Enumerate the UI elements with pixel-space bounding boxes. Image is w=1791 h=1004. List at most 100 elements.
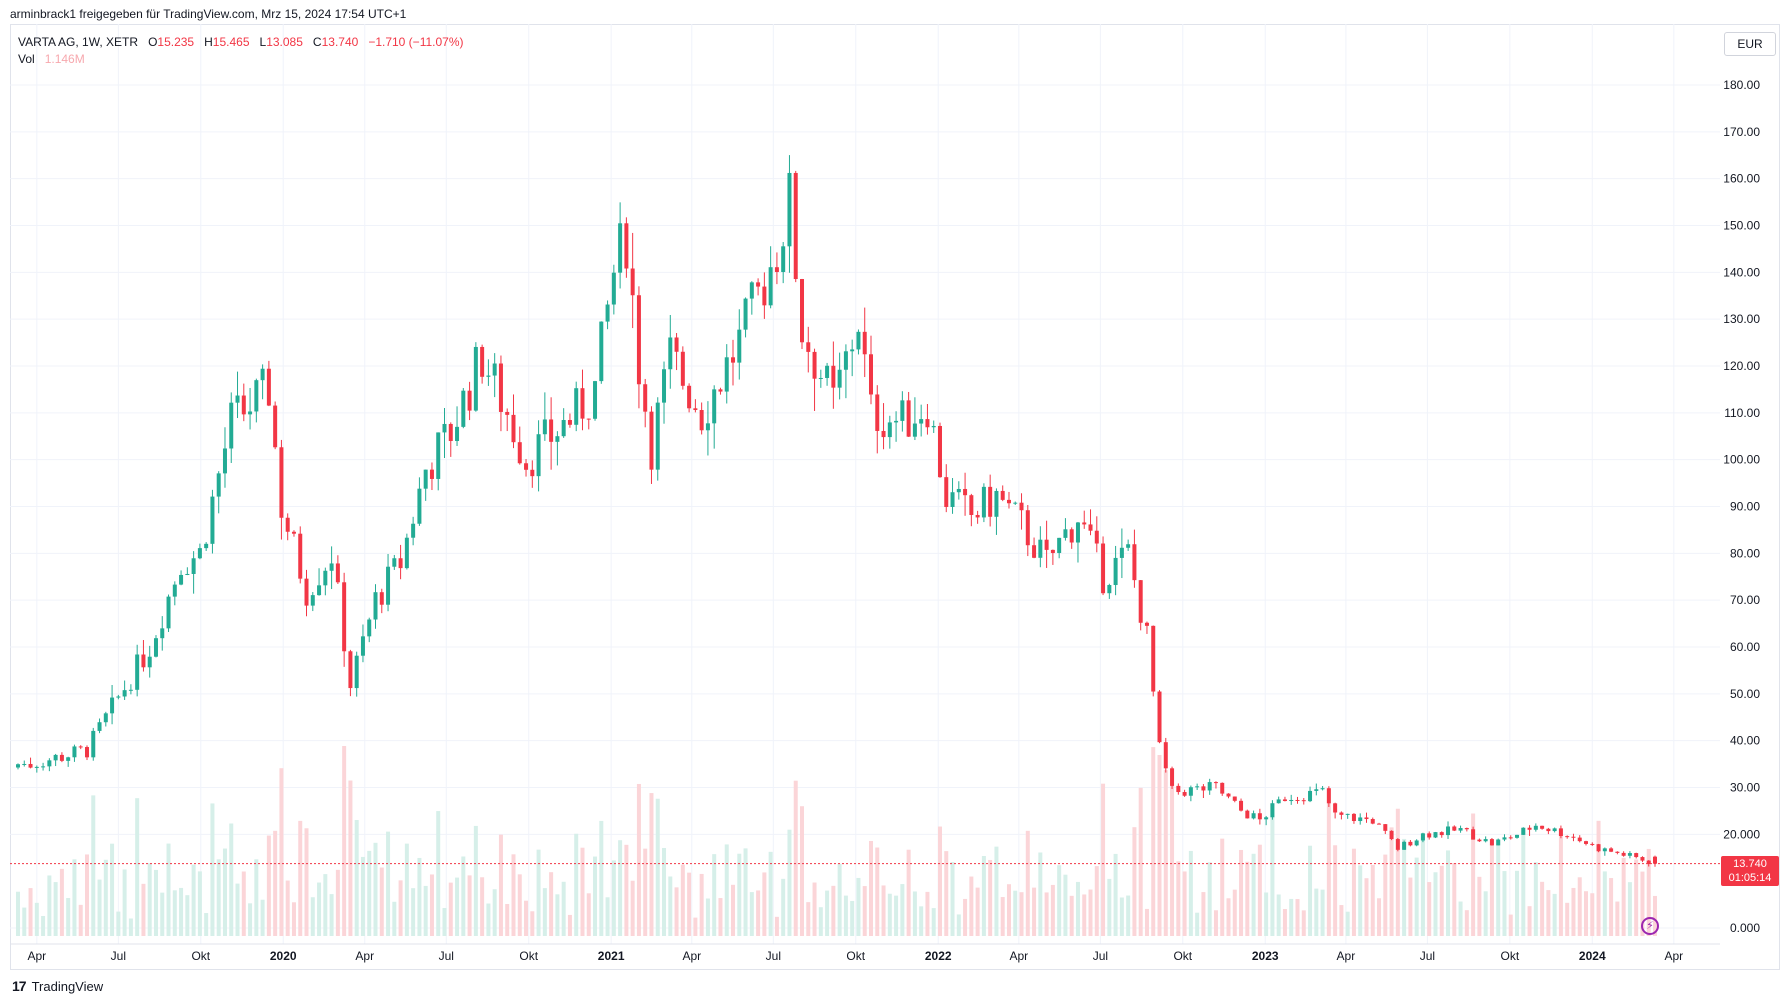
candle-body bbox=[718, 389, 723, 392]
volume-bar bbox=[1634, 859, 1639, 936]
candle-body bbox=[1132, 544, 1137, 581]
volume-bar bbox=[191, 864, 196, 936]
volume-bar bbox=[1383, 854, 1388, 936]
candle-body bbox=[693, 408, 698, 411]
candle-body bbox=[1000, 490, 1005, 500]
volume-bar bbox=[1019, 892, 1024, 936]
volume-bar bbox=[580, 847, 585, 936]
x-tick-label: Jul bbox=[766, 949, 781, 963]
candle-body bbox=[536, 434, 541, 477]
candle-body bbox=[731, 357, 736, 363]
volume-bar bbox=[1257, 844, 1262, 936]
candle-body bbox=[1138, 580, 1143, 623]
candle-body bbox=[1458, 828, 1463, 831]
candle-body bbox=[1496, 839, 1501, 846]
candle-body bbox=[404, 537, 409, 569]
volume-bar bbox=[662, 847, 667, 936]
candle-body bbox=[875, 394, 880, 431]
candle-body bbox=[567, 419, 572, 425]
x-tick-label: Apr bbox=[27, 949, 46, 963]
price-axis: 180.00 170.00 160.00 150.00 140.00 130.00 120.… bbox=[1723, 78, 1760, 935]
candle-body bbox=[1640, 857, 1645, 861]
candle-body bbox=[705, 423, 710, 431]
candle-body bbox=[843, 351, 848, 370]
candle-body bbox=[806, 342, 811, 352]
candle-body bbox=[1389, 830, 1394, 840]
volume-bar bbox=[1521, 830, 1526, 936]
candle-body bbox=[34, 766, 39, 768]
volume-bar bbox=[1653, 895, 1657, 936]
currency-button[interactable]: EUR bbox=[1724, 32, 1776, 56]
volume-bar bbox=[1621, 857, 1626, 936]
candle-body bbox=[1420, 833, 1425, 841]
volume-bar bbox=[172, 890, 177, 936]
volume-bar bbox=[1057, 865, 1062, 936]
volume-bar bbox=[498, 834, 503, 936]
candle-body bbox=[1427, 833, 1432, 838]
candle-body bbox=[266, 368, 271, 406]
volume-bar bbox=[1138, 787, 1143, 936]
candle-body bbox=[969, 495, 974, 515]
candle-body bbox=[386, 566, 391, 605]
candle-body bbox=[1101, 543, 1106, 594]
candle-body bbox=[1213, 782, 1218, 784]
candle-body bbox=[912, 423, 917, 437]
candle-body bbox=[354, 655, 359, 689]
candle-body bbox=[1226, 793, 1231, 797]
candle-body bbox=[229, 402, 234, 449]
volume-bar bbox=[1213, 910, 1218, 936]
candle-body bbox=[1025, 510, 1030, 546]
candle-body bbox=[774, 267, 779, 272]
candle-body bbox=[411, 523, 416, 538]
volume-bar bbox=[1389, 827, 1394, 936]
volume-bar bbox=[850, 900, 855, 936]
candle-body bbox=[749, 282, 754, 299]
volume-bar bbox=[260, 899, 265, 936]
candle-body bbox=[1270, 803, 1275, 818]
candle-body bbox=[310, 595, 315, 606]
volume-bar bbox=[1251, 853, 1256, 936]
volume-bar bbox=[317, 882, 322, 936]
last-price-badge: 13.740 01:05:14 bbox=[1721, 856, 1779, 886]
candle-body bbox=[1383, 824, 1388, 831]
volume-bar bbox=[1220, 838, 1225, 936]
candle-body bbox=[1508, 837, 1513, 839]
low-value: 13.085 bbox=[266, 35, 303, 49]
footer-brand[interactable]: 17 TradingView bbox=[12, 978, 103, 994]
volume-bar bbox=[1471, 813, 1476, 936]
x-tick-label: Apr bbox=[1337, 949, 1356, 963]
candle-body bbox=[1483, 839, 1488, 842]
candle-body bbox=[662, 369, 667, 403]
volume-bar bbox=[931, 908, 936, 936]
volume-bar bbox=[492, 889, 497, 936]
candle-body bbox=[1063, 529, 1068, 538]
volume-label[interactable]: Vol bbox=[18, 52, 35, 66]
volume-bar bbox=[1157, 755, 1162, 936]
volume-bars bbox=[16, 746, 1657, 936]
volume-bar bbox=[34, 902, 39, 936]
candle-body bbox=[1552, 828, 1557, 832]
flash-icon[interactable]: ⚡ bbox=[1641, 917, 1659, 935]
symbol-label[interactable]: VARTA AG, 1W, XETR bbox=[18, 35, 139, 49]
volume-bar bbox=[1477, 876, 1482, 936]
candle-body bbox=[1471, 829, 1476, 840]
volume-bar bbox=[749, 892, 754, 936]
candle-body bbox=[1295, 799, 1300, 801]
volume-bar bbox=[956, 914, 961, 936]
volume-bar bbox=[988, 859, 993, 936]
candle-body bbox=[135, 654, 140, 690]
candle-body bbox=[1439, 832, 1444, 836]
volume-bar bbox=[912, 891, 917, 936]
volume-bar bbox=[680, 864, 685, 936]
volume-bar bbox=[1245, 861, 1250, 936]
volume-bar bbox=[1113, 853, 1118, 936]
volume-bar bbox=[1496, 840, 1501, 936]
volume-bar bbox=[705, 898, 710, 936]
candle-body bbox=[542, 419, 547, 435]
volume-bar bbox=[687, 872, 692, 936]
candle-body bbox=[367, 619, 372, 637]
candle-body bbox=[574, 388, 579, 425]
volume-bar bbox=[774, 916, 779, 936]
volume-bar bbox=[1571, 887, 1576, 936]
